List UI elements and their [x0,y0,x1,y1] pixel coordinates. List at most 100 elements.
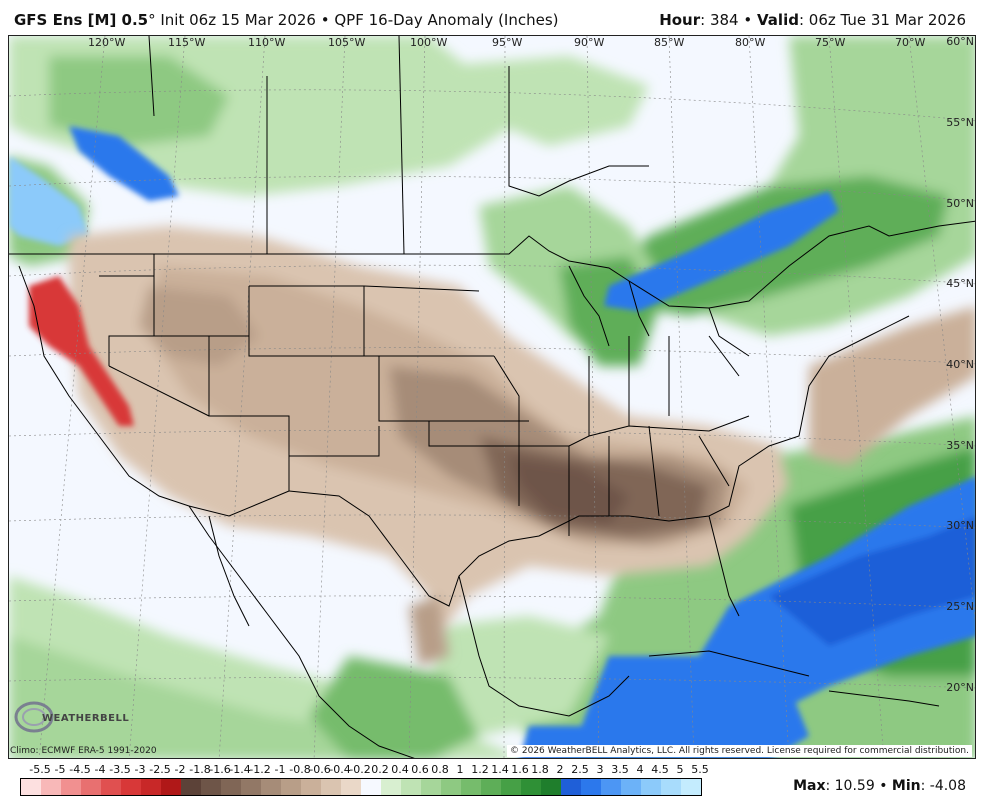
legend-label: -2.5 [149,763,171,776]
legend-color-bar [20,778,702,796]
legend-label: -5.5 [29,763,51,776]
legend-label: -0.2 [349,763,371,776]
severe-dry-anomaly-region [29,276,134,426]
lon-label: 70°W [895,36,926,49]
lat-label: 25°N [946,600,974,613]
legend-label: -4 [94,763,106,776]
lat-label: 35°N [946,439,974,452]
legend-swatch [81,779,101,795]
legend-label: 2.5 [571,763,589,776]
legend-swatch [261,779,281,795]
legend-swatch [101,779,121,795]
legend-label: 3 [596,763,604,776]
legend-swatch [141,779,161,795]
legend-swatch [61,779,81,795]
legend-swatch [541,779,561,795]
legend-swatch [121,779,141,795]
color-legend: -5.5 -5 -4.5 -4 -3.5 -3 -2.5 -2 -1.8 -1.6 -1.4 -1.2… [20,763,710,803]
lat-label: 40°N [946,358,974,371]
legend-label: 0.2 [371,763,389,776]
lat-label: 55°N [946,116,974,129]
lon-label: 90°W [574,36,605,49]
logo-text: WEATHERBELL [42,713,130,724]
legend-swatch [501,779,521,795]
legend-swatch [581,779,601,795]
lat-label: 30°N [946,519,974,532]
climo-note: Climo: ECMWF ERA-5 1991-2020 [10,746,157,756]
max-value: : 10.59 [825,778,875,794]
lat-label: 60°N [946,35,974,48]
valid-separator: • [743,11,753,29]
lon-label: 100°W [410,36,448,49]
lon-label: 105°W [328,36,366,49]
legend-swatch [201,779,221,795]
legend-labels: -5.5 -5 -4.5 -4 -3.5 -3 -2.5 -2 -1.8 -1.6 -1.4 -1.2… [20,763,710,777]
legend-swatch [281,779,301,795]
legend-swatch [421,779,441,795]
legend-label: 0.4 [391,763,409,776]
lon-label: 80°W [735,36,766,49]
model-name: GFS Ens [M] 0.5 [14,11,149,29]
product-name: QPF 16-Day Anomaly (Inches) [334,11,559,29]
legend-label: 0.6 [411,763,429,776]
lat-label: 45°N [946,277,974,290]
valid-value: : 06z Tue 31 Mar 2026 [798,11,966,29]
lon-label: 75°W [815,36,846,49]
legend-swatch [661,779,681,795]
legend-label: -1 [274,763,286,776]
legend-label: 0.8 [431,763,449,776]
legend-label: -3 [134,763,146,776]
min-value: : -4.08 [920,778,966,794]
header: GFS Ens [M] 0.5° Init 06z 15 Mar 2026 • … [0,0,984,34]
legend-swatch [681,779,701,795]
init-time: Init 06z 15 Mar 2026 [160,11,316,29]
legend-label: -0.8 [289,763,311,776]
legend-swatch [21,779,41,795]
lon-label: 110°W [248,36,286,49]
legend-swatch [521,779,541,795]
legend-label: 1 [456,763,464,776]
title-separator: • [320,11,330,29]
legend-label: 4.5 [651,763,669,776]
legend-swatch [401,779,421,795]
lon-label: 85°W [654,36,685,49]
legend-label: 5 [676,763,684,776]
legend-label: -1.4 [229,763,251,776]
copyright-notice: © 2026 WeatherBELL Analytics, LLC. All r… [507,745,972,757]
valid-label: Valid [757,11,799,29]
legend-swatch [461,779,481,795]
lon-label: 115°W [168,36,206,49]
legend-label: -4.5 [69,763,91,776]
legend-swatch [641,779,661,795]
map-title: GFS Ens [M] 0.5° Init 06z 15 Mar 2026 • … [14,11,559,29]
legend-label: -1.2 [249,763,271,776]
lat-label: 20°N [946,681,974,694]
legend-label: 1.8 [531,763,549,776]
legend-swatch [301,779,321,795]
max-label: Max [793,778,826,794]
political-borders [9,36,975,758]
map-canvas [9,36,975,758]
hour-label: Hour [659,11,701,29]
lon-label: 95°W [492,36,523,49]
legend-swatch [41,779,61,795]
legend-label: -0.4 [329,763,351,776]
legend-swatch [441,779,461,795]
legend-swatch [181,779,201,795]
legend-label: 1.6 [511,763,529,776]
min-label: Min [891,778,921,794]
legend-swatch [161,779,181,795]
legend-label: 5.5 [691,763,709,776]
precipitation-anomaly-map [8,35,976,759]
legend-label: 4 [636,763,644,776]
legend-swatch [561,779,581,795]
legend-swatch [341,779,361,795]
weatherbell-logo: WEATHERBELL [12,693,129,741]
legend-label: -2 [174,763,186,776]
legend-swatch [321,779,341,795]
logo-swirl-icon [14,701,54,733]
stats-separator: • [879,778,888,794]
legend-label: -1.8 [189,763,211,776]
legend-label: -5 [54,763,66,776]
legend-label: -3.5 [109,763,131,776]
